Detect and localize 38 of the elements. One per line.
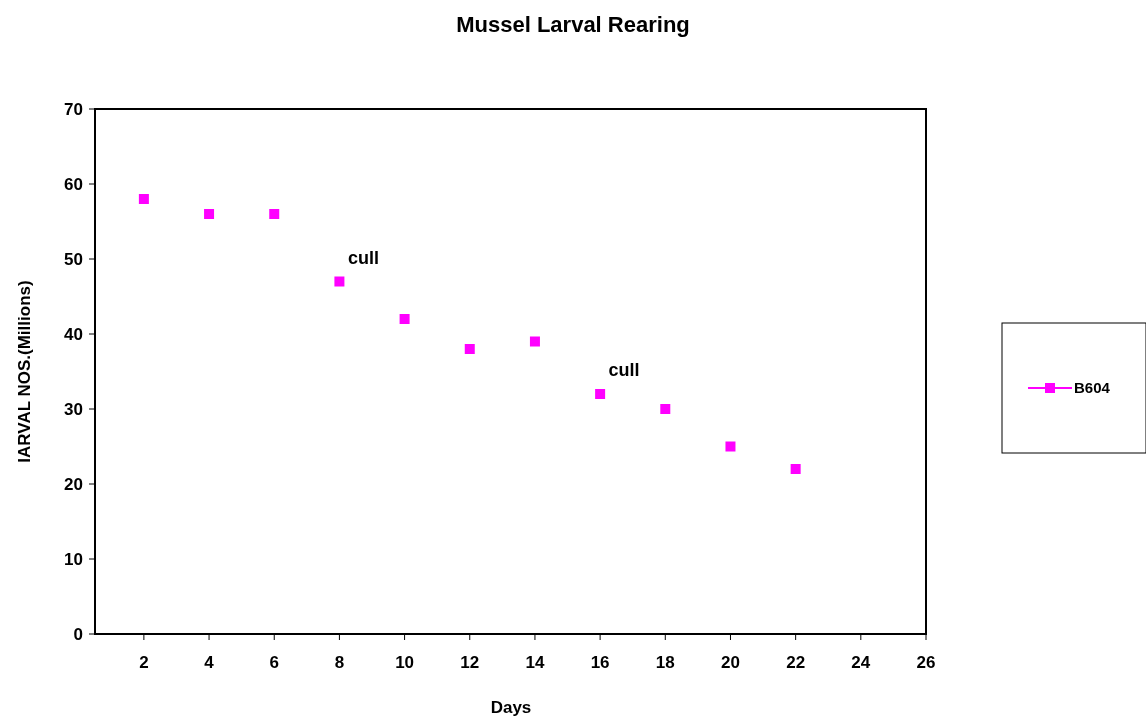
point — [529, 336, 540, 347]
y-tick-label: 0 — [73, 624, 83, 644]
x-tick-label: 6 — [269, 653, 279, 672]
point — [725, 441, 736, 452]
legend-label: B604 — [1074, 379, 1111, 397]
x-tick-label: 12 — [460, 653, 480, 672]
point — [138, 194, 149, 204]
point — [204, 209, 215, 219]
y-tick-label: 30 — [64, 399, 83, 419]
point — [790, 464, 801, 474]
x-tick-label: 24 — [851, 653, 871, 672]
x-tick-label: 14 — [525, 653, 545, 672]
point — [334, 276, 345, 287]
y-axis-title: IARVAL NOS.(Millions) — [15, 280, 34, 463]
y-tick-label: 20 — [64, 474, 83, 494]
x-tick-label: 26 — [916, 653, 936, 672]
x-tick-label: 8 — [334, 653, 345, 672]
x-tick-label: 4 — [204, 653, 215, 672]
annotation: cull — [608, 360, 640, 380]
x-axis-title: Days — [490, 698, 532, 717]
point — [595, 389, 606, 399]
point — [269, 209, 280, 219]
point — [464, 344, 475, 354]
y-tick-label: 70 — [64, 99, 83, 119]
point — [399, 314, 410, 324]
x-tick-label: 10 — [395, 653, 415, 672]
y-tick-label: 40 — [64, 324, 83, 344]
annotation: cull — [347, 247, 379, 268]
y-tick-label: 50 — [64, 249, 83, 269]
x-tick-label: 18 — [655, 653, 675, 672]
y-tick-label: 10 — [64, 549, 83, 569]
x-tick-label: 20 — [721, 653, 740, 672]
x-tick-label: 2 — [139, 653, 149, 672]
point — [660, 404, 671, 414]
y-tick-label: 60 — [64, 174, 83, 194]
x-tick-label: 22 — [786, 653, 806, 672]
chart-title: Mussel Larval Rearing — [456, 12, 690, 37]
x-tick-label: 16 — [590, 653, 610, 672]
